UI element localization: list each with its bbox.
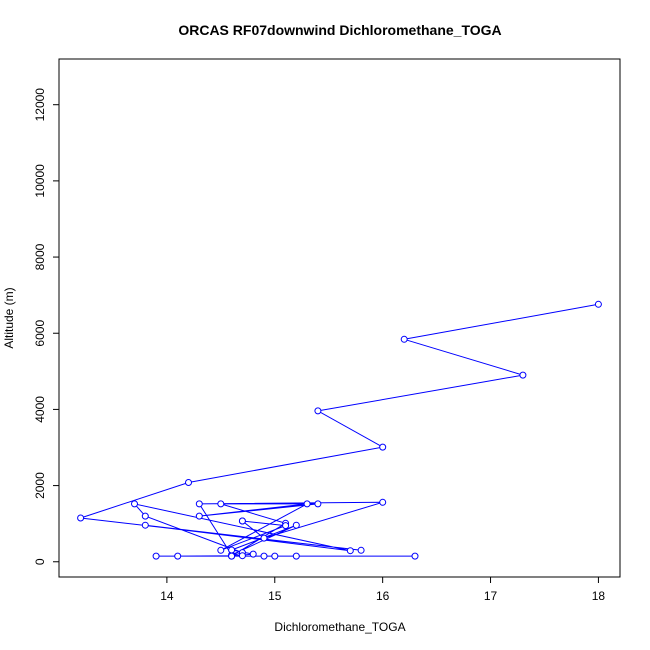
data-point [519,371,527,379]
data-point [271,552,279,560]
data-point [228,546,236,554]
data-point [346,547,354,555]
data-point [141,512,149,520]
data-point [379,443,387,451]
x-tick-label: 15 [268,589,282,603]
data-point [77,514,85,522]
data-point [185,479,192,486]
y-axis: 0 2000 4000 6000 8000 10000 12000 [33,88,60,565]
data-point [260,552,268,560]
data-point [238,552,246,560]
data-point [260,534,268,542]
data-point [314,407,322,415]
y-tick-label: 12000 [33,88,47,122]
data-point [217,500,225,508]
x-tick-label: 16 [376,589,390,603]
x-axis-label: Dichloromethane_TOGA [274,620,405,634]
data-point [152,552,160,560]
y-tick-label: 8000 [33,243,47,270]
chart-title: ORCAS RF07downwind Dichloromethane_TOGA [178,22,501,38]
data-point [379,498,387,506]
data-point [174,552,182,560]
data-point [314,500,322,508]
data-points [77,300,602,560]
data-point [594,300,602,308]
data-point [292,552,300,560]
data-point [131,500,138,508]
data-point [141,521,149,529]
data-point [238,517,246,525]
data-point [195,512,203,520]
x-axis: 14 15 16 17 18 [160,576,606,603]
y-axis-label: Altitude (m) [2,287,16,348]
y-tick-label: 6000 [33,320,47,347]
data-point [303,500,311,508]
data-point [282,522,290,530]
data-point [411,552,419,560]
data-point [400,335,408,343]
x-tick-label: 17 [484,589,498,603]
y-tick-label: 2000 [33,472,47,499]
y-tick-label: 10000 [33,164,47,198]
data-point [357,546,365,554]
data-point [249,550,257,558]
y-tick-label: 4000 [33,396,47,423]
x-tick-label: 14 [160,589,174,603]
data-point [217,546,225,554]
data-point [228,552,236,560]
data-point [292,521,300,529]
y-tick-label: 0 [33,558,47,565]
x-tick-label: 18 [592,589,606,603]
data-point [195,500,203,508]
